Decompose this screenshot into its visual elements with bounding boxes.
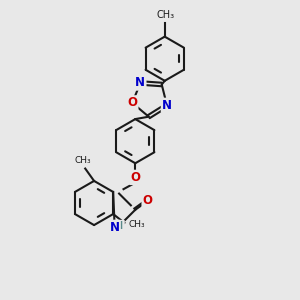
Text: N: N xyxy=(135,76,145,89)
Text: N: N xyxy=(110,221,120,234)
Text: N: N xyxy=(162,99,172,112)
Text: CH₃: CH₃ xyxy=(75,156,91,165)
Text: O: O xyxy=(142,194,153,207)
Text: CH₃: CH₃ xyxy=(157,10,175,20)
Text: H: H xyxy=(115,221,124,231)
Text: CH₃: CH₃ xyxy=(128,220,145,229)
Text: O: O xyxy=(127,96,137,110)
Text: O: O xyxy=(130,171,140,184)
